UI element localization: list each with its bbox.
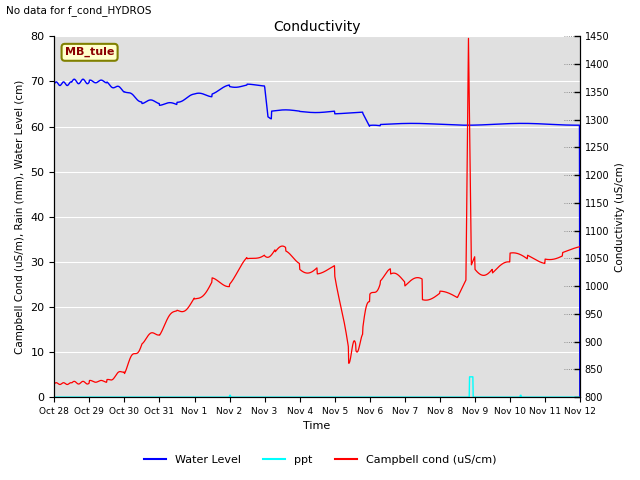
Campbell cond (uS/cm)	[155, 332, 163, 338]
Legend: Water Level, ppt, Campbell cond (uS/cm): Water Level, ppt, Campbell cond (uS/cm)	[140, 451, 500, 469]
Campbell cond (uS/cm)	[515, 251, 522, 257]
Water Level	[514, 120, 522, 126]
Y-axis label: Campbell Cond (uS/m), Rain (mm), Water Level (cm): Campbell Cond (uS/m), Rain (mm), Water L…	[15, 80, 25, 354]
Water Level	[227, 84, 234, 90]
Water Level	[155, 100, 163, 106]
Line: Water Level: Water Level	[54, 79, 580, 397]
Water Level	[399, 120, 406, 126]
ppt	[155, 394, 163, 400]
ppt	[514, 394, 522, 400]
Line: Campbell cond (uS/cm): Campbell cond (uS/cm)	[54, 38, 580, 384]
Text: MB_tule: MB_tule	[65, 47, 115, 58]
Water Level	[168, 100, 175, 106]
Campbell cond (uS/cm)	[168, 310, 175, 316]
Text: No data for f_cond_HYDROS: No data for f_cond_HYDROS	[6, 5, 152, 16]
Campbell cond (uS/cm)	[468, 261, 476, 267]
Campbell cond (uS/cm)	[51, 381, 58, 386]
Campbell cond (uS/cm)	[56, 382, 64, 387]
Water Level	[576, 394, 584, 400]
ppt	[466, 374, 474, 380]
Campbell cond (uS/cm)	[576, 244, 584, 250]
Title: Conductivity: Conductivity	[273, 20, 361, 34]
Line: ppt: ppt	[54, 377, 580, 397]
ppt	[576, 394, 584, 400]
Water Level	[51, 81, 58, 86]
Campbell cond (uS/cm)	[399, 277, 406, 283]
ppt	[226, 393, 234, 398]
Campbell cond (uS/cm)	[465, 36, 472, 41]
X-axis label: Time: Time	[303, 421, 331, 432]
ppt	[168, 394, 175, 400]
ppt	[399, 394, 406, 400]
Water Level	[70, 76, 78, 82]
ppt	[468, 374, 476, 380]
Campbell cond (uS/cm)	[227, 280, 234, 286]
Water Level	[468, 122, 476, 128]
Y-axis label: Conductivity (uS/cm): Conductivity (uS/cm)	[615, 162, 625, 272]
ppt	[51, 394, 58, 400]
